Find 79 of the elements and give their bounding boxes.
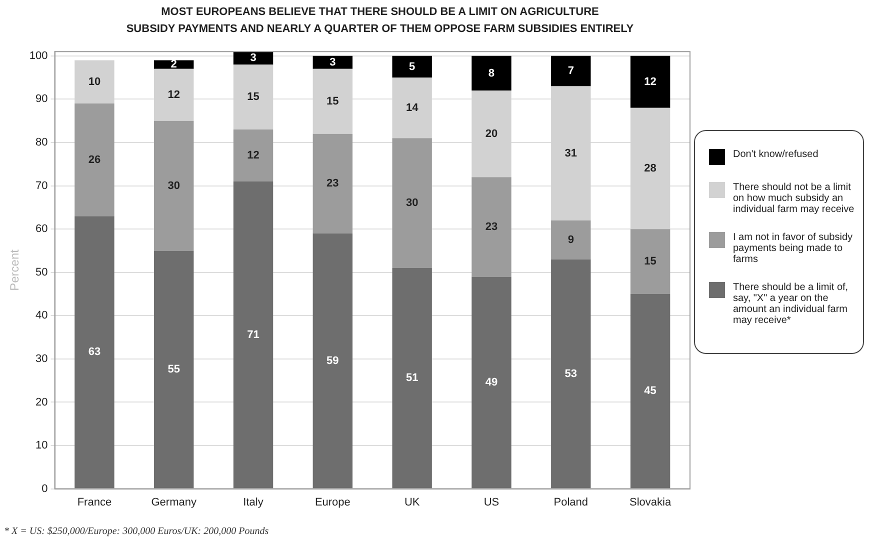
y-tick-label: 40 <box>36 310 48 322</box>
y-tick-label: 0 <box>42 482 48 495</box>
data-label: 51 <box>406 372 418 384</box>
bar <box>630 294 670 488</box>
bar <box>74 104 114 216</box>
bar <box>472 276 512 488</box>
bar <box>551 259 591 488</box>
y-axis-title: Percent <box>8 248 22 291</box>
x-tick-label: Poland <box>554 496 588 508</box>
bar <box>392 56 432 78</box>
text: * X = US: $250,000/Europe: 300,000 Euros/UK: 200,000 Pounds <box>4 526 269 537</box>
data-label: 7 <box>568 65 574 78</box>
legend-label: Don't know/refused <box>733 149 818 160</box>
data-label: 14 <box>406 102 420 114</box>
data-label: 45 <box>644 385 656 398</box>
data-label: 23 <box>326 178 339 190</box>
bar <box>630 229 670 294</box>
y-tick-label: 90 <box>36 93 48 106</box>
data-label: 71 <box>247 328 260 341</box>
data-label: 3 <box>330 56 336 68</box>
data-label: 5 <box>409 60 416 73</box>
x-tick-label: Slovakia <box>630 496 672 508</box>
data-label: 63 <box>88 346 101 358</box>
bar <box>312 233 353 488</box>
data-label: 10 <box>88 76 101 88</box>
y-tick-label: 80 <box>36 136 48 149</box>
x-tick-label: France <box>77 496 112 508</box>
bar <box>154 120 194 251</box>
bar <box>233 130 274 182</box>
x-tick-label: UK <box>404 496 420 508</box>
data-label: 30 <box>168 180 180 192</box>
bar <box>154 60 194 69</box>
data-label: 15 <box>326 95 339 108</box>
legend-label: There should be a limit of, say, "X" a year on the amount an individual farm may receive* <box>733 282 850 326</box>
data-label: 15 <box>247 91 260 104</box>
data-label: 12 <box>644 76 656 88</box>
bar <box>392 268 432 488</box>
chart-title: MOST EUROPEANS BELIEVE THAT THERE SHOULD BE A LIMIT ON AGRICULTURE SUBSIDY PAYMENTS AND NEARLY A QUARTER OF THEM OPPOSE FARM SUBSIDIES ENTIRELY <box>125 5 635 37</box>
bar <box>74 216 114 488</box>
data-label: 53 <box>564 368 578 380</box>
y-tick-label: 50 <box>36 266 48 278</box>
y-tick-label: 70 <box>36 180 48 192</box>
data-label: 2 <box>170 58 177 71</box>
data-label: 15 <box>644 256 656 268</box>
data-label: 28 <box>644 162 656 175</box>
bar <box>154 250 194 488</box>
data-label: 9 <box>568 234 574 246</box>
data-label: 8 <box>488 67 495 80</box>
data-label: 12 <box>168 88 180 101</box>
data-label: 26 <box>88 154 101 166</box>
x-tick-label: Europe <box>314 496 350 508</box>
data-label: 31 <box>564 147 578 160</box>
bar <box>472 56 512 91</box>
data-label: 20 <box>485 128 498 140</box>
x-tick-label: Germany <box>151 496 197 508</box>
bar <box>233 181 274 488</box>
data-label: 55 <box>168 364 180 376</box>
y-tick-label: 10 <box>36 440 48 452</box>
x-tick-label: US <box>484 496 500 508</box>
bar <box>392 138 432 268</box>
data-label: 3 <box>250 52 256 64</box>
data-label: 12 <box>247 150 260 162</box>
bar <box>630 56 670 108</box>
legend-label: There should not be a limit on how much subsidy an individual farm may receive <box>733 182 856 215</box>
y-tick-label: 100 <box>29 50 48 62</box>
x-tick-label: Italy <box>243 496 264 508</box>
y-tick-label: 30 <box>36 352 48 365</box>
bar <box>312 134 353 234</box>
y-tick-label: 20 <box>36 396 48 408</box>
data-label: 49 <box>485 376 498 389</box>
bar <box>312 56 353 69</box>
data-label: 23 <box>485 220 498 233</box>
data-label: 30 <box>406 197 418 210</box>
bar <box>551 56 591 86</box>
legend-label: I am not in favor of subsidy payments being made to farms <box>733 232 854 265</box>
data-label: 59 <box>326 354 339 367</box>
bar <box>472 177 512 277</box>
y-tick-label: 60 <box>36 223 48 236</box>
bar <box>551 220 591 260</box>
